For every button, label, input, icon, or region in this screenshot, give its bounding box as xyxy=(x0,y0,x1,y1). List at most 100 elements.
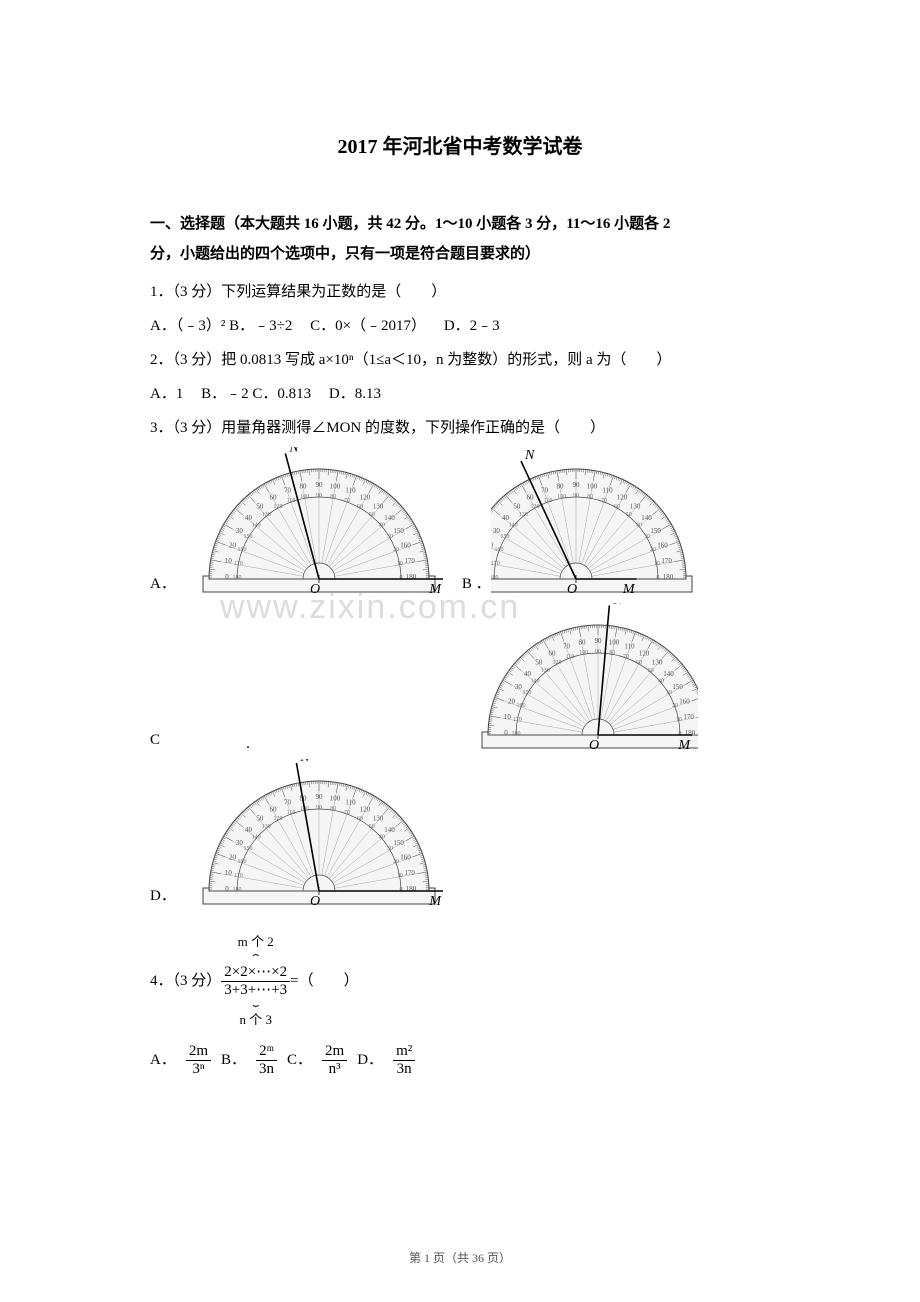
svg-text:160: 160 xyxy=(400,542,411,550)
q3-row-c: C . 010203040506070809010011012013014015… xyxy=(150,603,770,753)
svg-text:0: 0 xyxy=(225,885,229,893)
svg-text:60: 60 xyxy=(526,493,534,501)
svg-text:40: 40 xyxy=(658,678,664,684)
svg-text:N: N xyxy=(288,447,299,455)
svg-text:170: 170 xyxy=(661,557,672,565)
question-1: 1．（3 分）下列运算结果为正数的是（ ） xyxy=(150,277,770,307)
svg-text:80: 80 xyxy=(609,650,615,656)
q4-c-den: n³ xyxy=(322,1061,347,1078)
svg-text:180: 180 xyxy=(662,573,673,581)
svg-text:100: 100 xyxy=(579,650,588,656)
q4-option-a-fraction: 2m 3ⁿ xyxy=(186,1043,211,1077)
svg-text:110: 110 xyxy=(543,498,552,504)
svg-text:140: 140 xyxy=(663,670,674,678)
question-3: 3．（3 分）用量角器测得∠MON 的度数，下列操作正确的是（ ） xyxy=(150,413,770,443)
svg-text:O: O xyxy=(589,738,599,753)
svg-text:40: 40 xyxy=(635,522,641,528)
svg-text:120: 120 xyxy=(530,504,539,510)
q1-option-a: A．（﹣3）² xyxy=(150,318,229,334)
svg-text:0: 0 xyxy=(679,731,682,737)
svg-text:50: 50 xyxy=(513,503,521,511)
q2-option-d: D．8.13 xyxy=(329,386,381,402)
svg-text:70: 70 xyxy=(344,810,350,816)
q4-fraction: m 个 2 ⏞ 2×2×⋯×2 3+3+⋯+3 ⏟ n 个 3 xyxy=(221,927,290,1035)
svg-text:80: 80 xyxy=(556,482,564,490)
svg-text:100: 100 xyxy=(300,494,309,500)
svg-text:M: M xyxy=(677,738,691,753)
svg-text:60: 60 xyxy=(269,805,277,813)
q3-label-a: A． xyxy=(150,572,176,597)
svg-text:60: 60 xyxy=(357,816,363,822)
svg-text:0: 0 xyxy=(225,573,229,581)
svg-text:140: 140 xyxy=(531,678,540,684)
svg-text:20: 20 xyxy=(650,547,656,553)
section-header-line1: 一、选择题（本大题共 16 小题，共 42 分。1～10 小题各 3 分，11～… xyxy=(150,216,670,232)
svg-text:110: 110 xyxy=(602,487,613,495)
svg-text:160: 160 xyxy=(237,547,246,553)
q4-option-c-fraction: 2m n³ xyxy=(322,1043,347,1077)
svg-text:90: 90 xyxy=(573,493,579,499)
svg-text:60: 60 xyxy=(357,504,363,510)
question-2-options: A．1 B．﹣2 C．0.813 D．8.13 xyxy=(150,379,770,409)
svg-text:30: 30 xyxy=(387,846,393,852)
svg-text:10: 10 xyxy=(676,717,682,723)
svg-text:110: 110 xyxy=(345,487,356,495)
svg-text:M: M xyxy=(428,582,442,597)
svg-text:170: 170 xyxy=(491,561,500,567)
svg-text:0: 0 xyxy=(399,575,402,581)
svg-text:120: 120 xyxy=(616,493,627,501)
svg-text:O: O xyxy=(567,582,577,597)
svg-text:70: 70 xyxy=(344,498,350,504)
svg-text:10: 10 xyxy=(653,561,659,567)
svg-text:N: N xyxy=(524,448,535,463)
svg-text:70: 70 xyxy=(284,487,292,495)
svg-text:60: 60 xyxy=(269,493,277,501)
svg-text:N: N xyxy=(612,603,623,607)
section-header-line2: 分，小题给出的四个选项中，只有一项是符合题目要求的） xyxy=(150,246,540,262)
svg-text:50: 50 xyxy=(256,815,264,823)
svg-text:120: 120 xyxy=(273,816,282,822)
svg-text:M: M xyxy=(621,582,635,597)
svg-text:110: 110 xyxy=(345,799,356,807)
svg-text:90: 90 xyxy=(316,493,322,499)
q4-option-a-label: A． xyxy=(150,1045,176,1075)
page-title: 2017 年河北省中考数学试卷 xyxy=(150,130,770,159)
svg-text:140: 140 xyxy=(641,514,652,522)
svg-text:120: 120 xyxy=(360,805,371,813)
protractor-d: 0102030405060708090100110120130140150160… xyxy=(184,759,454,909)
q4-prefix: 4．（3 分） xyxy=(150,966,221,996)
svg-text:80: 80 xyxy=(299,482,307,490)
svg-text:20: 20 xyxy=(393,547,399,553)
svg-text:20: 20 xyxy=(672,703,678,709)
svg-text:80: 80 xyxy=(330,806,336,812)
svg-text:170: 170 xyxy=(234,561,243,567)
svg-text:30: 30 xyxy=(387,534,393,540)
svg-text:140: 140 xyxy=(384,514,395,522)
q1-option-c: C．0×（﹣2017） xyxy=(310,318,426,334)
svg-text:80: 80 xyxy=(587,494,593,500)
svg-text:70: 70 xyxy=(563,643,571,651)
q4-d-num: m² xyxy=(393,1043,415,1061)
svg-text:30: 30 xyxy=(236,839,244,847)
svg-text:180: 180 xyxy=(491,575,499,581)
svg-text:90: 90 xyxy=(595,649,601,655)
svg-text:90: 90 xyxy=(315,793,323,801)
svg-text:30: 30 xyxy=(515,683,523,691)
svg-text:50: 50 xyxy=(369,824,375,830)
svg-text:20: 20 xyxy=(508,698,516,706)
svg-text:170: 170 xyxy=(683,713,694,721)
svg-text:60: 60 xyxy=(614,504,620,510)
svg-text:50: 50 xyxy=(625,512,631,518)
question-2: 2．（3 分）把 0.0813 写成 a×10ⁿ（1≤a＜10，n 为整数）的形… xyxy=(150,345,770,375)
svg-text:130: 130 xyxy=(262,824,271,830)
svg-text:50: 50 xyxy=(256,503,264,511)
svg-text:180: 180 xyxy=(232,887,241,893)
svg-text:30: 30 xyxy=(666,690,672,696)
svg-text:140: 140 xyxy=(508,522,517,528)
svg-text:30: 30 xyxy=(236,527,244,535)
svg-text:60: 60 xyxy=(636,660,642,666)
svg-text:40: 40 xyxy=(245,826,253,834)
svg-text:100: 100 xyxy=(330,794,341,802)
svg-text:100: 100 xyxy=(330,482,341,490)
q2-option-c: C．0.813 xyxy=(252,386,311,402)
